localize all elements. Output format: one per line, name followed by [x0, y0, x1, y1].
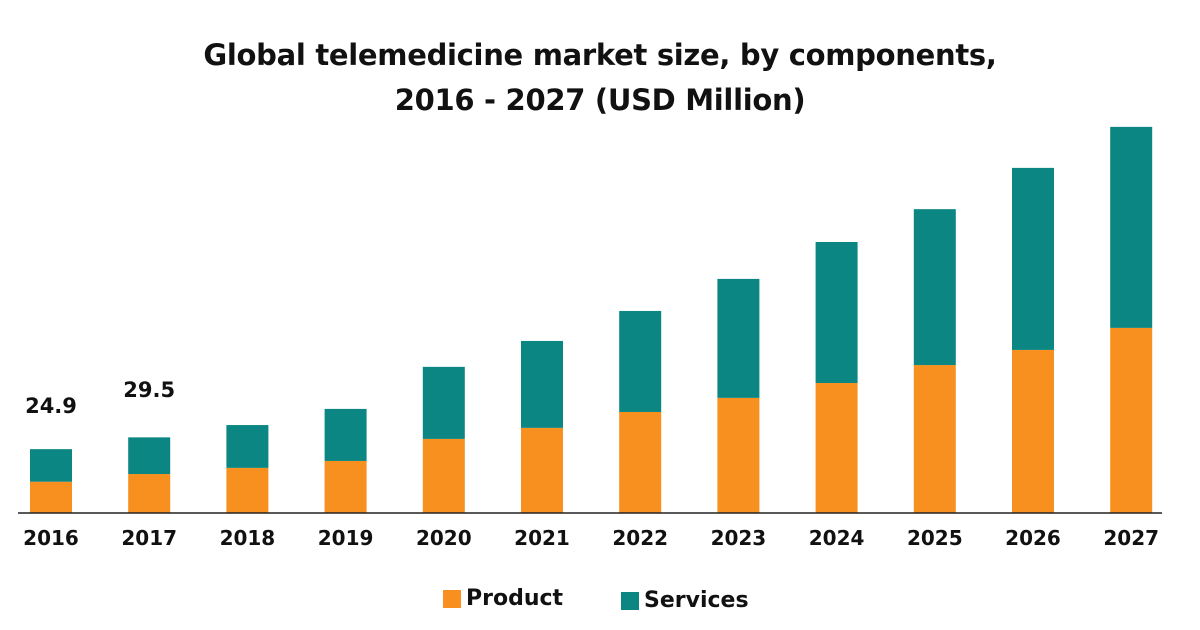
x-tick-label-2019: 2019 [318, 526, 374, 550]
bar-product-2017 [128, 474, 171, 513]
bar-product-2019 [324, 460, 367, 513]
bar-product-2025 [913, 365, 956, 513]
bar-services-2018 [226, 425, 269, 468]
x-tick-label-2022: 2022 [612, 526, 668, 550]
bar-product-2022 [619, 411, 662, 513]
bar-product-2016 [30, 481, 72, 513]
bar-product-2023 [717, 397, 760, 513]
x-tick-label-2023: 2023 [711, 526, 767, 550]
x-tick-label-2017: 2017 [121, 526, 177, 550]
legend-swatch-product [443, 589, 461, 608]
bar-services-2024 [815, 241, 858, 384]
bar-product-2018 [226, 467, 269, 513]
x-tick-label-2021: 2021 [514, 526, 570, 550]
legend-item-services: Services [621, 588, 749, 613]
bar-services-2026 [1012, 167, 1054, 350]
bar-product-2027 [1110, 327, 1153, 513]
bar-services-2027 [1110, 126, 1153, 328]
bar-services-2020 [422, 366, 465, 439]
x-tick-label-2016: 2016 [23, 526, 79, 550]
data-label-2017: 29.5 [123, 378, 175, 402]
x-tick-label-2018: 2018 [220, 526, 276, 550]
bar-services-2025 [913, 209, 956, 366]
x-tick-label-2024: 2024 [809, 526, 865, 550]
bar-product-2024 [815, 383, 858, 513]
x-tick-label-2027: 2027 [1103, 526, 1159, 550]
legend-label-services: Services [644, 588, 749, 613]
x-tick-label-2025: 2025 [907, 526, 963, 550]
bar-services-2022 [619, 310, 662, 412]
bar-services-2021 [521, 340, 563, 428]
legend-swatch-services [621, 591, 639, 610]
x-tick-label-2026: 2026 [1005, 526, 1061, 550]
chart-title-line-1: Global telemedicine market size, by comp… [203, 38, 997, 72]
x-tick-label-2020: 2020 [416, 526, 472, 550]
bar-services-2016 [30, 449, 72, 482]
bar-product-2026 [1012, 349, 1054, 513]
bar-product-2021 [521, 427, 563, 513]
chart-title-line-2: 2016 - 2027 (USD Million) [394, 83, 806, 117]
bar-services-2017 [128, 437, 171, 475]
data-label-2016: 24.9 [25, 394, 77, 418]
bar-services-2019 [324, 408, 367, 461]
bar-product-2020 [422, 438, 465, 513]
bar-services-2023 [717, 278, 760, 398]
legend-item-product: Product [443, 586, 563, 611]
legend-label-product: Product [466, 586, 564, 611]
